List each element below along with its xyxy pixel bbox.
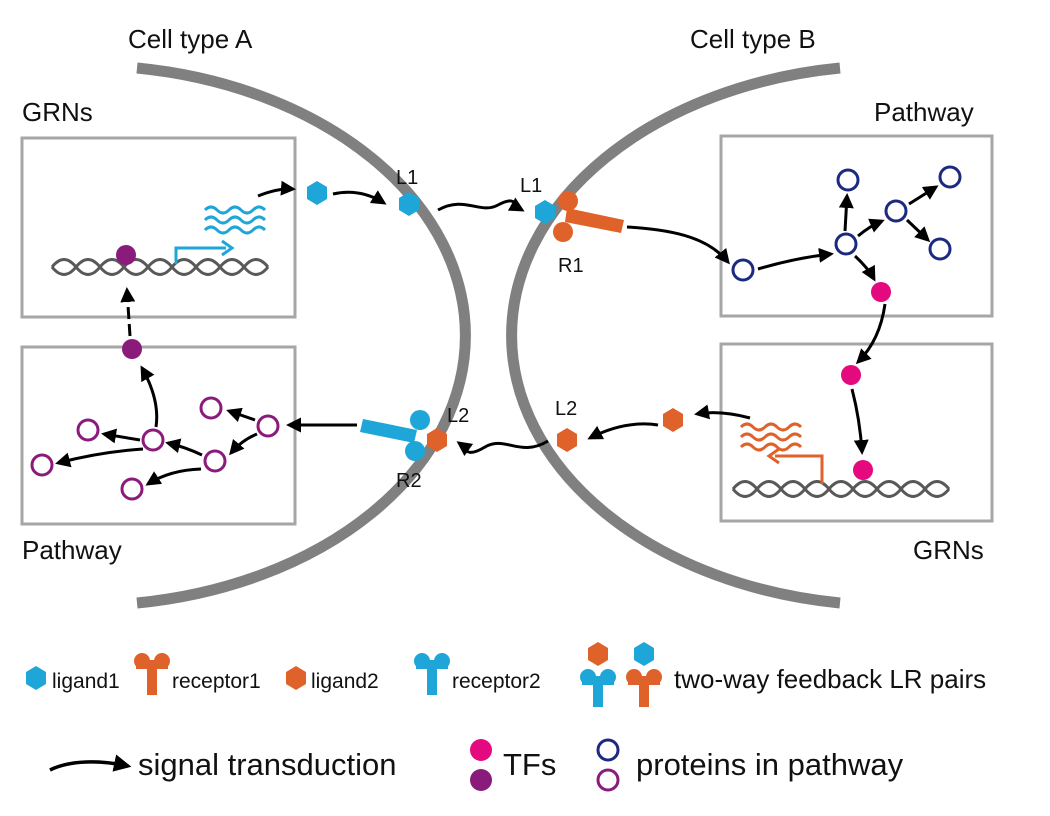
b-arrow-1 — [757, 247, 834, 271]
cell-b-pathway-box — [719, 134, 994, 318]
legend-row-1: ligand1 receptor1 ligand2 receptor2 — [26, 642, 986, 707]
cell-b-grn-label: GRNs — [913, 535, 984, 565]
ligand1-travel-arrow — [437, 197, 525, 212]
receptor1-icon — [553, 191, 624, 242]
b-arrow-tf-dna — [850, 388, 869, 455]
l2-bound-label: L2 — [447, 405, 469, 427]
a-arrow-2 — [229, 432, 258, 456]
protein-a-6 — [30, 453, 54, 477]
cell-b-grn-box — [719, 342, 994, 523]
cell-a-pathway-label: Pathway — [22, 535, 122, 565]
cell-b-tf-1 — [871, 282, 891, 302]
b-arrow-2 — [838, 193, 854, 232]
legend-feedback-label: two-way feedback LR pairs — [674, 664, 986, 694]
a-arrow-6 — [145, 467, 202, 486]
b-arrow-4 — [908, 185, 939, 206]
ligand2-bound-icon — [427, 428, 447, 452]
legend-ligand1-label: ligand1 — [52, 670, 120, 693]
legend-proteins-label: proteins in pathway — [636, 747, 904, 782]
cell-a-dna-icon — [50, 258, 270, 276]
receptor1-signal-arrow — [626, 225, 730, 265]
a-arrow-tf-dna — [120, 287, 136, 337]
legend-tf-a-icon — [470, 769, 492, 791]
legend-ligand2-icon — [286, 666, 306, 690]
ligand1-bound-icon — [535, 200, 555, 224]
cell-b-title: Cell type B — [690, 24, 816, 54]
a-arrow-4 — [101, 428, 141, 444]
cell-b-export-arrow — [694, 404, 751, 420]
cell-b-tf-2 — [841, 365, 861, 385]
legend-receptor1-icon — [134, 653, 170, 695]
ligand2-travel-arrow — [456, 439, 549, 457]
cell-b-membrane — [506, 62, 841, 609]
cell-a-title: Cell type A — [128, 24, 253, 54]
cell-b-ligand2-icon — [663, 408, 683, 432]
protein-a-7 — [120, 477, 144, 501]
cell-a-ligand1-icon — [307, 181, 327, 205]
a-arrow-5 — [55, 447, 144, 468]
cell-a-grn-box — [20, 136, 297, 319]
legend-feedback-pair-icon — [580, 642, 662, 707]
ligand2-free-icon — [557, 428, 577, 452]
protein-b-4 — [884, 199, 908, 223]
ligand2-secretion-arrow — [587, 422, 659, 440]
cell-b-dna-icon — [731, 480, 951, 498]
cell-a-pathway-box — [20, 345, 297, 526]
r2-label: R2 — [396, 470, 422, 492]
cell-a-grn-label: GRNs — [22, 97, 93, 127]
r1-label: R1 — [558, 255, 584, 277]
protein-b-2 — [834, 232, 858, 256]
cell-b-pathway-label: Pathway — [874, 97, 974, 127]
protein-a-5 — [76, 418, 100, 442]
b-arrow-5 — [905, 218, 931, 243]
legend-tfs-label: TFs — [503, 747, 556, 782]
cell-a-export-arrow — [257, 180, 296, 198]
legend-receptor2-icon — [414, 653, 450, 695]
legend-signal-arrow-icon — [49, 754, 132, 772]
protein-a-3 — [203, 449, 227, 473]
b-arrow-tf-down — [855, 303, 887, 365]
b-arrow-6 — [853, 254, 876, 282]
cell-b-tf-bound — [853, 460, 873, 480]
cell-b-pathway-proteins — [731, 165, 962, 282]
cell-a-pathway-proteins — [30, 396, 280, 501]
cell-a-mrna-icon — [203, 205, 267, 235]
protein-a-4 — [141, 428, 165, 452]
protein-b-1 — [731, 258, 755, 282]
ligand1-secretion-arrow — [332, 190, 387, 205]
ligand1-free-icon — [399, 192, 419, 216]
l1-bound-label: L1 — [520, 175, 542, 197]
a-arrow-1 — [226, 407, 256, 423]
protein-b-3 — [836, 168, 860, 192]
protein-b-5 — [938, 165, 962, 189]
legend-receptor2-label: receptor2 — [452, 670, 541, 693]
legend-protein-a-icon — [596, 768, 620, 792]
legend-row-2: signal transduction TFs proteins in path… — [49, 738, 904, 792]
legend-ligand2-label: ligand2 — [311, 670, 379, 693]
cell-a-membrane — [136, 62, 471, 609]
legend-signal-label: signal transduction — [138, 747, 397, 782]
a-arrow-3 — [165, 438, 203, 457]
legend-tf-b-icon — [470, 739, 492, 761]
legend-receptor1-label: receptor1 — [172, 670, 261, 693]
l2-free-label: L2 — [555, 398, 577, 420]
cell-a-tf-bound — [116, 245, 136, 265]
cell-b-mrna-icon — [739, 422, 803, 452]
protein-a-1 — [256, 414, 280, 438]
receptor2-icon — [360, 410, 430, 461]
protein-a-2 — [199, 396, 223, 420]
cell-a-tf-1 — [122, 339, 142, 359]
cell-b-promoter-arrow-icon — [766, 447, 824, 484]
legend-protein-b-icon — [596, 738, 620, 762]
l1-free-label: L1 — [396, 167, 418, 189]
legend-ligand1-icon — [26, 666, 46, 690]
a-arrow-7 — [140, 365, 159, 428]
cell-a-promoter-arrow-icon — [174, 239, 235, 264]
b-arrow-3 — [857, 218, 885, 238]
protein-b-6 — [928, 237, 952, 261]
